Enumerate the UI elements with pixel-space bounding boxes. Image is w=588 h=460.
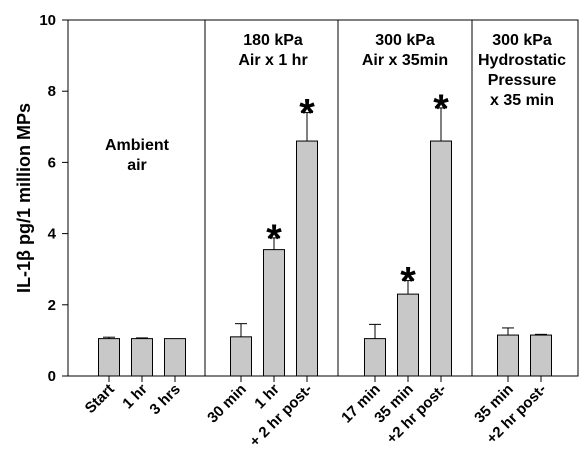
plot-frame: [67, 19, 579, 377]
category-label-3: 30 min: [204, 381, 250, 427]
panel-label-3-line-0: 300 kPa: [492, 32, 552, 49]
bar-2: [164, 338, 186, 377]
panel-label-2-line-1: Air x 35min: [362, 52, 448, 69]
y-tick-label-4: 8: [48, 83, 56, 100]
panel-label-3-line-1: Hydrostatic: [478, 52, 566, 69]
panel-label-3-line-2: Pressure: [488, 72, 557, 89]
bar-4: [263, 249, 285, 377]
bar-9: [497, 334, 519, 377]
y-axis-label: IL-1β pg/1 million MPs: [14, 103, 34, 293]
bar-10: [530, 334, 552, 377]
bar-8: [430, 140, 452, 377]
category-label-2: 3 hrs: [146, 381, 183, 418]
bar-0: [98, 338, 120, 377]
significance-star-5: *: [299, 92, 315, 136]
category-label-0: Start: [82, 381, 118, 417]
panel-label-3-line-3: x 35 min: [490, 92, 554, 109]
significance-star-8: *: [433, 87, 449, 131]
significance-star-7: *: [400, 260, 416, 304]
category-label-1: 1 hr: [119, 381, 151, 413]
bar-7: [397, 293, 419, 377]
bar-1: [131, 338, 153, 377]
y-tick-label-1: 2: [48, 297, 56, 314]
panel-label-0-line-0: Ambient: [105, 137, 170, 154]
bar-5: [296, 140, 318, 377]
significance-star-4: *: [266, 217, 282, 261]
y-tick-label-2: 4: [48, 226, 57, 243]
y-tick-label-0: 0: [48, 368, 56, 385]
bar-6: [364, 338, 386, 377]
y-tick-label-3: 6: [48, 154, 56, 171]
y-tick-label-5: 10: [39, 12, 56, 29]
panel-label-1-line-0: 180 kPa: [243, 32, 303, 49]
panel-label-0-line-1: air: [127, 157, 147, 174]
panel-label-1-line-1: Air x 1 hr: [238, 52, 307, 69]
bar-3: [230, 336, 252, 377]
panel-label-2-line-0: 300 kPa: [375, 32, 435, 49]
